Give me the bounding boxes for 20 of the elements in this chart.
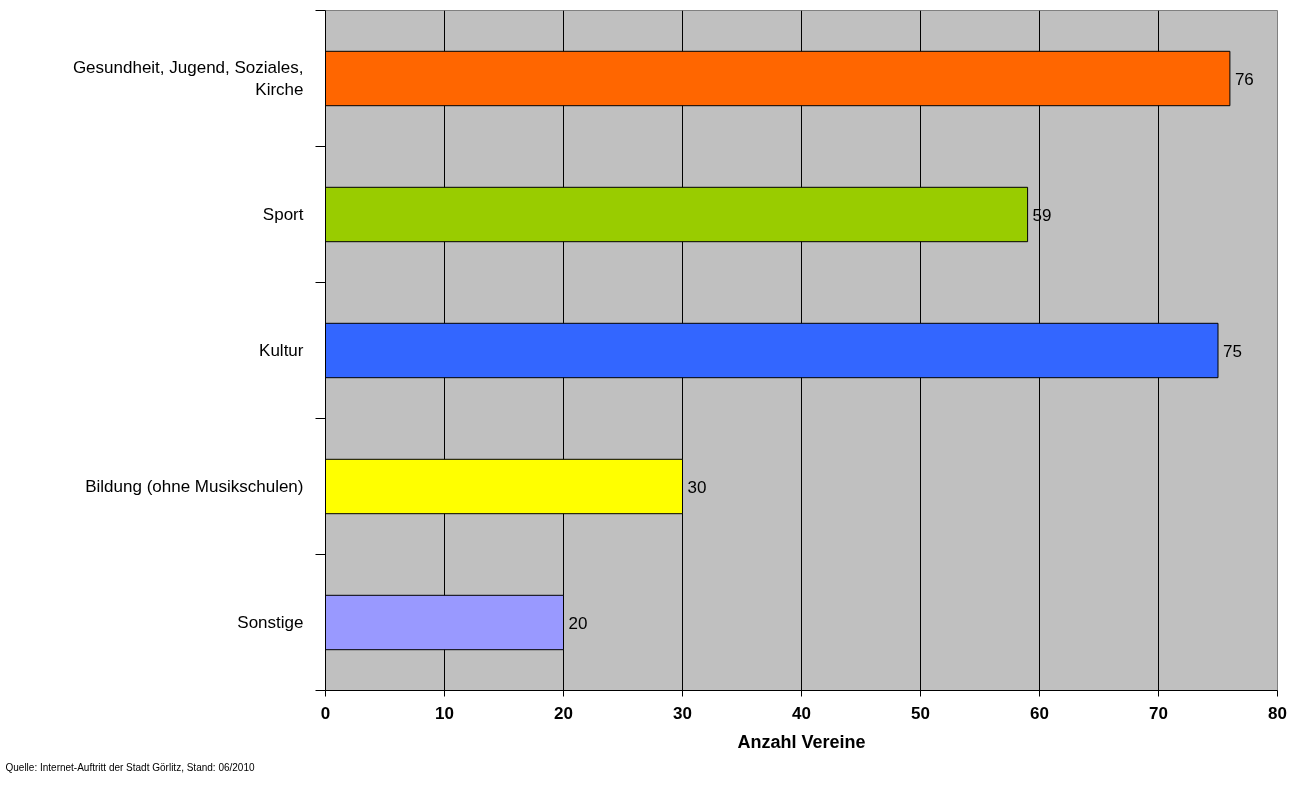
y-tick-label: Kultur	[259, 341, 304, 360]
y-tick-label: Sonstige	[237, 613, 304, 632]
x-tick-label: 40	[792, 703, 811, 723]
x-tick-label: 0	[320, 703, 331, 723]
x-axis-title: Anzahl Vereine	[737, 731, 866, 752]
source-note: Quelle: Internet-Auftritt der Stadt Görlitz, Stand: 06/2010	[5, 761, 255, 773]
data-label: 20	[568, 613, 588, 633]
y-tick-label: Bildung (ohne Musikschulen)	[85, 477, 304, 496]
x-tick-label: 70	[1149, 703, 1168, 723]
x-tick-label: 30	[673, 703, 692, 723]
y-tick-label: Sport	[262, 205, 304, 224]
data-label: 76	[1234, 69, 1254, 89]
data-label: 30	[687, 477, 707, 497]
x-tick-label: 50	[911, 703, 930, 723]
data-label: 75	[1223, 341, 1242, 361]
x-tick-label: 10	[435, 703, 454, 723]
x-tick-label: 60	[1030, 703, 1049, 723]
y-tick-label: Gesundheit, Jugend, Soziales, Kirche	[72, 57, 304, 100]
x-tick-label: 80	[1268, 703, 1287, 723]
x-tick-label: 20	[554, 703, 573, 723]
